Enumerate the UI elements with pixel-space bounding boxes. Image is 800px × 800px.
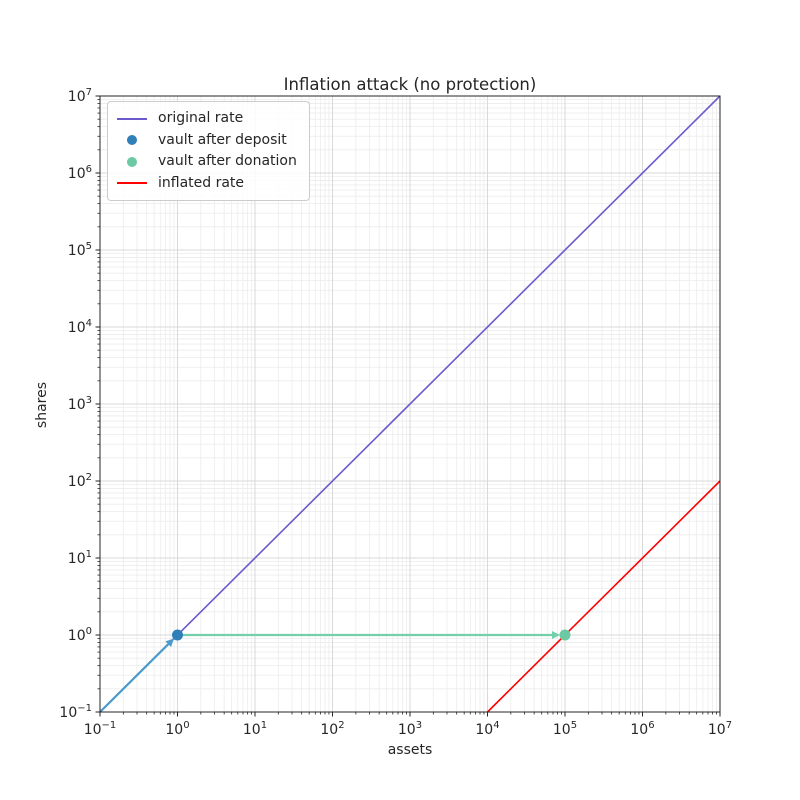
legend-dot-swatch [116, 135, 148, 146]
legend-item: vault after donation [116, 151, 297, 173]
svg-text:104: 104 [475, 720, 499, 738]
svg-text:103: 103 [68, 395, 92, 413]
legend-item: original rate [116, 108, 297, 130]
svg-text:102: 102 [320, 720, 344, 738]
svg-text:101: 101 [243, 720, 267, 738]
svg-text:105: 105 [68, 241, 92, 259]
legend-dot-swatch [116, 156, 148, 167]
legend-item: vault after deposit [116, 130, 297, 152]
svg-text:104: 104 [68, 318, 92, 336]
svg-text:10−1: 10−1 [84, 720, 117, 738]
svg-text:100: 100 [165, 720, 189, 738]
legend-item-label: vault after donation [158, 153, 297, 169]
legend-item: inflated rate [116, 173, 297, 195]
svg-text:101: 101 [68, 549, 92, 567]
svg-text:10−1: 10−1 [59, 703, 92, 721]
y-axis-label: shares [34, 381, 50, 429]
svg-text:100: 100 [68, 626, 92, 644]
svg-text:105: 105 [553, 720, 577, 738]
series-vault-after-donation [559, 629, 571, 641]
legend-item-label: vault after deposit [158, 131, 287, 148]
svg-text:107: 107 [708, 720, 732, 738]
svg-text:102: 102 [68, 472, 92, 490]
svg-text:103: 103 [398, 720, 422, 738]
axis-ticks [95, 95, 721, 717]
series-original-rate [99, 95, 721, 713]
legend-line-swatch [116, 117, 148, 120]
series-donation-arrow [177, 631, 560, 639]
series-vault-after-deposit [172, 629, 183, 641]
legend: original rate vault after deposit vault … [107, 101, 310, 201]
legend-item-label: original rate [158, 110, 244, 126]
legend-line-swatch [116, 182, 148, 185]
chart-title: Inflation attack (no protection) [283, 75, 537, 94]
x-axis-label: assets [387, 742, 433, 758]
svg-text:106: 106 [630, 720, 654, 738]
svg-text:107: 107 [68, 87, 92, 105]
series-deposit-arrow [99, 638, 174, 713]
axis-tick-labels: 10−1 100 101 102 103 104 105 106 107 10−1 100 101 10… [59, 87, 732, 738]
svg-text:106: 106 [68, 164, 92, 182]
legend-item-label: inflated rate [158, 174, 245, 191]
series-inflated-rate [486, 480, 721, 713]
